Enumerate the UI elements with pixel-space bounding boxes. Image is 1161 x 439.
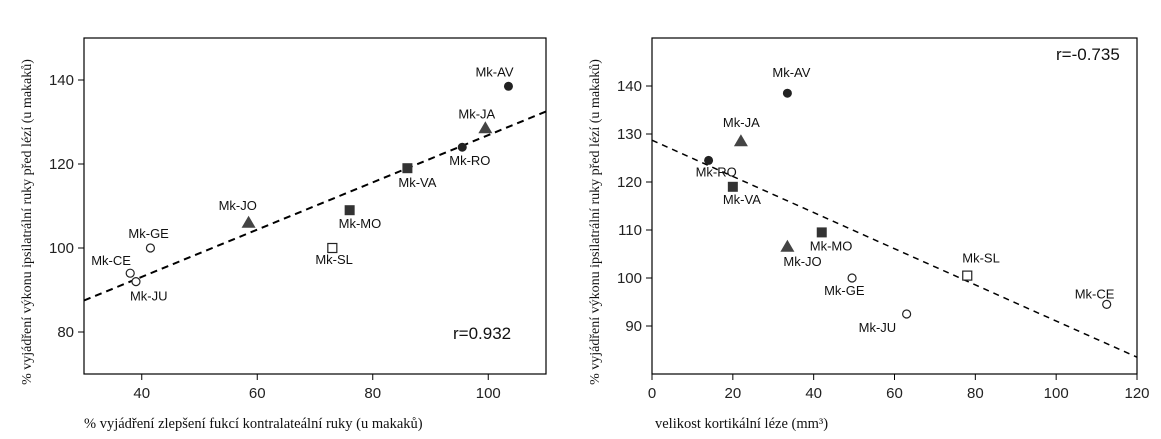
- x-axis-label: % vyjádření zlepšení fukcí kontralateáln…: [84, 416, 423, 432]
- y-tick-label: 80: [57, 324, 74, 341]
- chart-correlation-improvement: % vyjádření výkonu ipsilatrální ruky pře…: [20, 37, 547, 432]
- x-tick-label: 80: [967, 385, 984, 402]
- point-label: Mk-VA: [723, 192, 761, 207]
- marker-open-square: [327, 242, 338, 254]
- marker-open-square: [962, 270, 973, 281]
- data-point-mk-ce: Mk-CE: [1075, 286, 1115, 309]
- y-tick-label: 140: [617, 78, 642, 95]
- point-label: Mk-JO: [219, 198, 257, 213]
- x-axis-label: velikost kortikální léze (mm³): [655, 416, 828, 432]
- data-point-mk-mo: Mk-MO: [810, 227, 853, 253]
- y-tick-label: 120: [49, 156, 74, 173]
- point-label: Mk-VA: [398, 175, 436, 190]
- x-tick-label: 120: [1124, 385, 1149, 402]
- point-label: Mk-GE: [128, 226, 169, 241]
- y-tick-label: 130: [617, 126, 642, 143]
- marker-filled-triangle: [780, 239, 795, 252]
- point-label: Mk-SL: [962, 251, 1000, 266]
- data-point-mk-ju: Mk-JU: [859, 309, 912, 335]
- data-point-mk-ro: Mk-RO: [449, 142, 490, 168]
- x-tick-label: 100: [1044, 385, 1069, 402]
- point-label: Mk-JU: [859, 320, 897, 335]
- point-label: Mk-JA: [458, 106, 495, 121]
- data-point-mk-va: Mk-VA: [398, 163, 437, 190]
- trendline: [83, 110, 547, 302]
- x-tick-label: 60: [886, 385, 903, 402]
- point-label: Mk-RO: [449, 153, 490, 168]
- data-point-mk-ce: Mk-CE: [91, 253, 135, 278]
- x-tick-label: 80: [364, 385, 381, 402]
- data-point-mk-jo: Mk-JO: [219, 198, 257, 228]
- marker-filled-circle: [704, 155, 714, 165]
- correlation-coefficient: r=-0.735: [1056, 45, 1120, 64]
- marker-open-circle: [131, 277, 141, 287]
- y-tick-label: 140: [49, 72, 74, 89]
- y-tick-label: 110: [618, 222, 642, 239]
- x-tick-label: 0: [648, 385, 656, 402]
- axis-ticks: 40 60 80 100 80 100 120 140: [49, 72, 501, 402]
- data-point-mk-ro: Mk-RO: [696, 155, 737, 179]
- data-point-mk-sl: Mk-SL: [315, 242, 353, 267]
- marker-open-circle: [902, 309, 912, 319]
- marker-filled-triangle: [478, 121, 493, 134]
- marker-filled-square: [402, 163, 413, 174]
- data-point-mk-jo: Mk-JO: [780, 239, 822, 269]
- data-point-mk-va: Mk-VA: [723, 181, 761, 207]
- point-label: Mk-CE: [91, 253, 131, 268]
- data-point-mk-av: Mk-AV: [475, 64, 514, 91]
- x-tick-label: 60: [249, 385, 266, 402]
- data-point-mk-av: Mk-AV: [772, 65, 811, 98]
- x-tick-label: 40: [133, 385, 150, 402]
- data-point-mk-ju: Mk-JU: [130, 277, 168, 304]
- trendline: [651, 139, 1138, 358]
- data-points: Mk-AV Mk-JA Mk-RO Mk-VA Mk-MO Mk-JO Mk-SL Mk-GE…: [91, 64, 514, 303]
- point-label: Mk-JA: [723, 115, 760, 130]
- marker-filled-circle: [503, 81, 513, 91]
- x-tick-label: 40: [805, 385, 822, 402]
- point-label: Mk-AV: [772, 65, 810, 80]
- plot-frame: [83, 37, 547, 375]
- point-label: Mk-MO: [810, 238, 853, 253]
- data-point-mk-sl: Mk-SL: [962, 251, 1000, 281]
- marker-filled-triangle: [733, 134, 748, 147]
- marker-filled-square: [344, 205, 355, 216]
- y-axis-label: % vyjádření výkonu ipsilatrální ruky pře…: [588, 59, 603, 385]
- data-point-mk-ge: Mk-GE: [128, 226, 169, 253]
- point-label: Mk-AV: [475, 64, 513, 79]
- point-label: Mk-MO: [339, 216, 382, 231]
- correlation-coefficient: r=0.932: [453, 324, 511, 343]
- point-label: Mk-CE: [1075, 286, 1115, 301]
- data-point-mk-ja: Mk-JA: [458, 106, 496, 134]
- marker-open-circle: [145, 243, 156, 253]
- trendline-path: [651, 139, 1138, 358]
- y-tick-label: 100: [617, 270, 642, 287]
- data-point-mk-ge: Mk-GE: [824, 273, 865, 298]
- y-tick-label: 90: [625, 318, 642, 335]
- trendline-path: [83, 110, 547, 302]
- point-label: Mk-GE: [824, 283, 865, 298]
- point-label: Mk-RO: [696, 164, 737, 179]
- point-label: Mk-SL: [315, 252, 353, 267]
- x-tick-label: 100: [476, 385, 501, 402]
- point-label: Mk-JU: [130, 289, 168, 304]
- marker-open-circle: [1102, 299, 1112, 309]
- axis-ticks: 0 20 40 60 80 100 120 90 100 110 120 130 140: [617, 78, 1150, 402]
- y-tick-label: 120: [617, 174, 642, 191]
- point-label: Mk-JO: [783, 254, 821, 269]
- marker-open-circle: [847, 273, 857, 283]
- x-tick-label: 20: [724, 385, 741, 402]
- marker-filled-circle: [457, 142, 467, 152]
- marker-filled-triangle: [241, 215, 256, 228]
- y-axis-label: % vyjádření výkonu ipsilatrální ruky pře…: [20, 59, 35, 385]
- chart-correlation-lesion-size: % vyjádření výkonu ipsilatrální ruky pře…: [588, 37, 1150, 432]
- marker-filled-circle: [782, 88, 792, 98]
- y-tick-label: 100: [49, 240, 74, 257]
- marker-filled-square: [816, 227, 827, 238]
- data-point-mk-ja: Mk-JA: [723, 115, 760, 147]
- marker-open-circle: [125, 268, 135, 278]
- data-point-mk-mo: Mk-MO: [339, 205, 382, 231]
- marker-filled-square: [727, 181, 738, 192]
